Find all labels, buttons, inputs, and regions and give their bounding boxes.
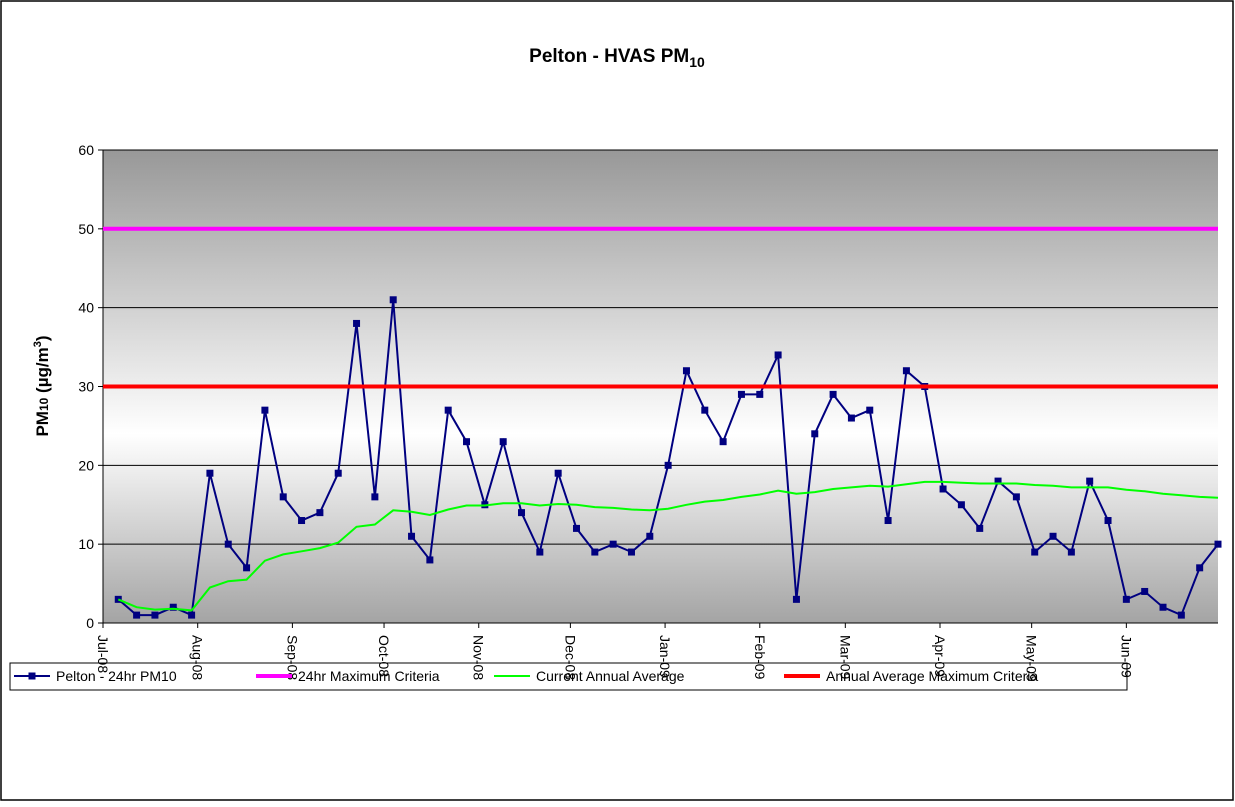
data-point (353, 319, 361, 327)
x-tick-label: Sep-08 (284, 635, 300, 680)
data-point (389, 296, 397, 304)
data-point (371, 493, 379, 501)
data-point (444, 406, 452, 414)
data-point (627, 548, 635, 556)
y-tick-label: 0 (86, 615, 94, 631)
data-point (334, 469, 342, 477)
y-axis-label: PM10 (µg/m3) (32, 335, 52, 436)
data-point (1159, 603, 1167, 611)
data-point (1177, 611, 1185, 619)
x-tick-label: Feb-09 (752, 635, 768, 680)
data-point (902, 367, 910, 375)
data-point (866, 406, 874, 414)
title-subscript: 10 (689, 54, 705, 70)
data-point (1214, 540, 1222, 548)
data-point (646, 532, 654, 540)
data-point (316, 509, 324, 517)
data-point (572, 524, 580, 532)
data-point (169, 603, 177, 611)
data-point (133, 611, 141, 619)
data-point (298, 517, 306, 525)
x-tick-label: Jul-08 (95, 635, 111, 673)
legend-label: 24hr Maximum Criteria (298, 668, 440, 684)
x-tick-label: Dec-08 (562, 635, 578, 680)
legend-marker (28, 672, 36, 680)
data-point (1067, 548, 1075, 556)
data-point (1196, 564, 1204, 572)
y-tick-label: 20 (78, 457, 94, 473)
data-point (884, 517, 892, 525)
data-point (188, 611, 196, 619)
data-point (811, 430, 819, 438)
y-tick-label: 40 (78, 300, 94, 316)
x-tick-label: Jun-09 (1118, 635, 1134, 678)
data-point (554, 469, 562, 477)
data-point (719, 438, 727, 446)
data-point (737, 390, 745, 398)
data-point (774, 351, 782, 359)
y-tick-label: 60 (78, 142, 94, 158)
y-tick-label: 50 (78, 221, 94, 237)
y-label-superscript: 3 (32, 341, 44, 347)
data-point (1122, 595, 1130, 603)
data-point (499, 438, 507, 446)
legend-label: Current Annual Average (536, 668, 685, 684)
y-tick-label: 10 (78, 536, 94, 552)
data-point (664, 461, 672, 469)
chart-title: Pelton - HVAS PM10 (529, 46, 705, 70)
title-main: Pelton - HVAS PM (529, 46, 689, 67)
data-point (1141, 587, 1149, 595)
data-point (847, 414, 855, 422)
data-point (408, 532, 416, 540)
y-label-part: PM (33, 411, 52, 437)
x-tick-label: May-09 (1024, 635, 1040, 682)
data-point (1086, 477, 1094, 485)
data-point (1049, 532, 1057, 540)
data-point (463, 438, 471, 446)
x-tick-label: Apr-09 (932, 635, 948, 677)
x-tick-label: Mar-09 (837, 635, 853, 680)
data-point (1031, 548, 1039, 556)
y-label-subscript: 10 (37, 397, 51, 411)
x-tick-label: Oct-08 (376, 635, 392, 677)
data-point (957, 501, 965, 509)
data-point (426, 556, 434, 564)
data-point (151, 611, 159, 619)
legend-box (9, 662, 1128, 691)
x-tick-label: Jan-09 (657, 635, 673, 678)
legend-label: Pelton - 24hr PM10 (56, 668, 177, 684)
data-point (591, 548, 599, 556)
data-point (1012, 493, 1020, 501)
data-point (243, 564, 251, 572)
data-point (609, 540, 617, 548)
data-point (792, 595, 800, 603)
data-point (939, 485, 947, 493)
data-point (1104, 517, 1112, 525)
series-line (117, 480, 1219, 612)
legend-label: Annual Average Maximum Criteria (826, 668, 1038, 684)
y-label-part: ) (33, 335, 52, 341)
data-point (114, 595, 122, 603)
data-point (518, 509, 526, 517)
data-point (536, 548, 544, 556)
y-tick-label: 30 (78, 379, 94, 395)
data-point (279, 493, 287, 501)
data-point (756, 390, 764, 398)
y-label-part: (µg/m (33, 347, 52, 397)
data-point (829, 390, 837, 398)
data-point (206, 469, 214, 477)
x-tick-label: Aug-08 (190, 635, 206, 680)
data-point (682, 367, 690, 375)
data-point (261, 406, 269, 414)
data-point (224, 540, 232, 548)
x-tick-label: Nov-08 (471, 635, 487, 680)
data-point (976, 524, 984, 532)
data-point (994, 477, 1002, 485)
data-point (701, 406, 709, 414)
